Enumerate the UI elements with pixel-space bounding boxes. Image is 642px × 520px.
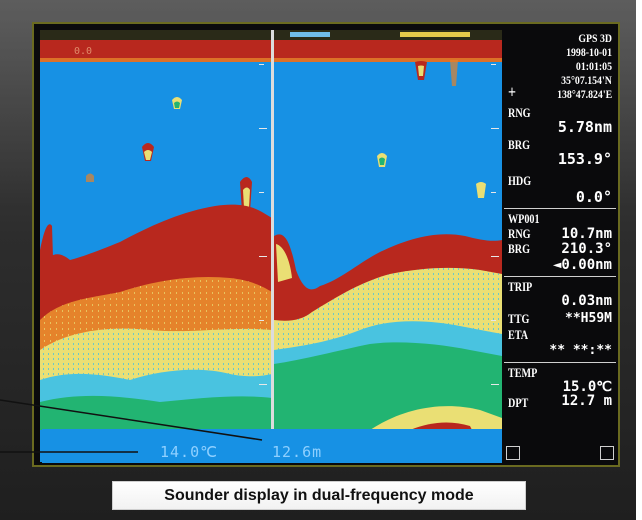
panel-divider <box>504 276 616 277</box>
cross-track-value: ◄0.00nm <box>552 257 612 273</box>
zero-line-left <box>40 40 272 62</box>
figure-caption: Sounder display in dual-frequency mode <box>112 481 526 510</box>
position-cross-icon: + <box>508 82 517 102</box>
seabed-left <box>40 204 272 430</box>
waypoint-brg-value: 210.3° <box>561 241 612 257</box>
sounder-screen: 0.0 <box>32 22 620 467</box>
range-start-label: 0.0 <box>74 46 92 57</box>
time-readout: 01:01:05 <box>575 59 612 73</box>
rng-value: 5.78nm <box>557 118 612 136</box>
waypoint-brg-label: BRG <box>508 241 530 256</box>
temp-value: 15.0℃ <box>562 379 612 395</box>
brg-value: 153.9° <box>557 150 612 168</box>
gps-status: GPS 3D <box>578 31 612 45</box>
frequency-divider <box>271 30 274 462</box>
depth-readout: 12.6m <box>272 443 323 461</box>
right-softkey-icon[interactable] <box>600 446 614 460</box>
latitude-readout: 35°07.154'N <box>561 73 612 87</box>
panel-divider <box>504 362 616 363</box>
date-readout: 1998-10-01 <box>566 45 612 59</box>
navigation-data-panel: GPS 3D 1998-10-01 01:01:05 35°07.154'N +… <box>502 28 618 462</box>
zero-line-right <box>274 40 502 62</box>
seabed-right <box>274 234 502 430</box>
water-temperature-readout: 14.0℃ <box>160 443 218 461</box>
hdg-value: 0.0° <box>575 188 612 206</box>
fish-echoes-left <box>86 97 252 212</box>
rng-label: RNG <box>508 105 531 120</box>
waypoint-rng-value: 10.7nm <box>561 226 612 242</box>
left-softkey-icon[interactable] <box>506 446 520 460</box>
dpt-value: 12.7 m <box>561 393 612 409</box>
brg-label: BRG <box>508 137 530 152</box>
status-bar: 14.0℃ 12.6m <box>42 429 502 463</box>
ttg-label: TTG <box>508 311 530 326</box>
waypoint-label: WP001 <box>508 211 540 226</box>
hdg-label: HDG <box>508 173 532 188</box>
echogram-display: 0.0 <box>40 30 502 462</box>
depth-scale-ticks <box>259 64 499 385</box>
eta-value: ** **:** <box>549 343 612 358</box>
dpt-label: DPT <box>508 395 529 410</box>
longitude-readout: 138°47.824'E <box>556 87 612 101</box>
fish-echoes-right <box>377 60 486 198</box>
temp-label: TEMP <box>508 365 538 380</box>
trip-value: 0.03nm <box>561 293 612 309</box>
ttg-value: **H59M <box>565 311 612 326</box>
eta-label: ETA <box>508 327 529 342</box>
trip-label: TRIP <box>508 279 533 294</box>
waypoint-rng-label: RNG <box>508 226 531 241</box>
panel-divider <box>504 208 616 209</box>
